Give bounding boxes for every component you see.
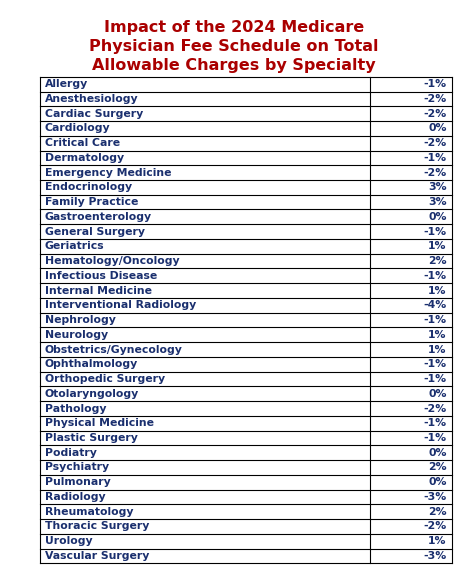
Text: Emergency Medicine: Emergency Medicine xyxy=(45,168,171,178)
Text: Family Practice: Family Practice xyxy=(45,197,138,207)
Text: Psychiatry: Psychiatry xyxy=(45,463,109,472)
Text: Urology: Urology xyxy=(45,536,92,546)
Text: 0%: 0% xyxy=(428,448,446,457)
Text: Plastic Surgery: Plastic Surgery xyxy=(45,433,138,443)
Text: Hematology/Oncology: Hematology/Oncology xyxy=(45,256,179,266)
Text: Cardiac Surgery: Cardiac Surgery xyxy=(45,109,143,119)
Text: Radiology: Radiology xyxy=(45,492,105,502)
Text: -1%: -1% xyxy=(424,315,446,325)
Text: Physical Medicine: Physical Medicine xyxy=(45,418,154,428)
Text: -1%: -1% xyxy=(424,226,446,237)
Text: Otolaryngology: Otolaryngology xyxy=(45,389,139,399)
Text: -3%: -3% xyxy=(424,492,446,502)
Text: Critical Care: Critical Care xyxy=(45,138,120,148)
Text: -1%: -1% xyxy=(424,418,446,428)
Text: Pathology: Pathology xyxy=(45,403,106,414)
Text: -1%: -1% xyxy=(424,374,446,384)
Text: 1%: 1% xyxy=(428,286,446,295)
Text: Vascular Surgery: Vascular Surgery xyxy=(45,551,149,561)
Text: -2%: -2% xyxy=(424,521,446,531)
Text: Cardiology: Cardiology xyxy=(45,123,110,133)
Text: Allergy: Allergy xyxy=(45,79,88,89)
Text: -2%: -2% xyxy=(424,168,446,178)
Text: Orthopedic Surgery: Orthopedic Surgery xyxy=(45,374,165,384)
Text: Gastroenterology: Gastroenterology xyxy=(45,212,152,222)
Text: Rheumatology: Rheumatology xyxy=(45,507,133,517)
Text: 1%: 1% xyxy=(428,330,446,340)
Text: General Surgery: General Surgery xyxy=(45,226,145,237)
Text: 3%: 3% xyxy=(428,183,446,192)
Text: 2%: 2% xyxy=(428,256,446,266)
Text: -1%: -1% xyxy=(424,433,446,443)
Text: -2%: -2% xyxy=(424,403,446,414)
Text: Thoracic Surgery: Thoracic Surgery xyxy=(45,521,149,531)
Text: -3%: -3% xyxy=(424,551,446,561)
Text: 2%: 2% xyxy=(428,463,446,472)
Text: -2%: -2% xyxy=(424,94,446,104)
Text: 0%: 0% xyxy=(428,477,446,487)
Text: Interventional Radiology: Interventional Radiology xyxy=(45,300,196,310)
Text: 1%: 1% xyxy=(428,345,446,354)
Text: Nephrology: Nephrology xyxy=(45,315,116,325)
Text: -1%: -1% xyxy=(424,153,446,163)
Text: Pulmonary: Pulmonary xyxy=(45,477,110,487)
Text: Geriatrics: Geriatrics xyxy=(45,241,104,251)
Text: Podiatry: Podiatry xyxy=(45,448,96,457)
Text: 1%: 1% xyxy=(428,536,446,546)
Text: 0%: 0% xyxy=(428,212,446,222)
Text: Ophthalmology: Ophthalmology xyxy=(45,359,138,369)
Text: 2%: 2% xyxy=(428,507,446,517)
Text: -1%: -1% xyxy=(424,79,446,89)
Text: 3%: 3% xyxy=(428,197,446,207)
Text: -2%: -2% xyxy=(424,138,446,148)
Text: Impact of the 2024 Medicare
Physician Fee Schedule on Total
Allowable Charges by: Impact of the 2024 Medicare Physician Fe… xyxy=(89,20,379,73)
Text: 0%: 0% xyxy=(428,123,446,133)
Text: Internal Medicine: Internal Medicine xyxy=(45,286,152,295)
Text: -2%: -2% xyxy=(424,109,446,119)
Text: -1%: -1% xyxy=(424,271,446,281)
Text: 1%: 1% xyxy=(428,241,446,251)
Text: 0%: 0% xyxy=(428,389,446,399)
Text: Endocrinology: Endocrinology xyxy=(45,183,132,192)
Text: -4%: -4% xyxy=(424,300,446,310)
Text: Obstetrics/Gynecology: Obstetrics/Gynecology xyxy=(45,345,183,354)
Text: Dermatology: Dermatology xyxy=(45,153,124,163)
Text: Neurology: Neurology xyxy=(45,330,108,340)
Text: Anesthesiology: Anesthesiology xyxy=(45,94,139,104)
Text: Infectious Disease: Infectious Disease xyxy=(45,271,157,281)
Text: -1%: -1% xyxy=(424,359,446,369)
